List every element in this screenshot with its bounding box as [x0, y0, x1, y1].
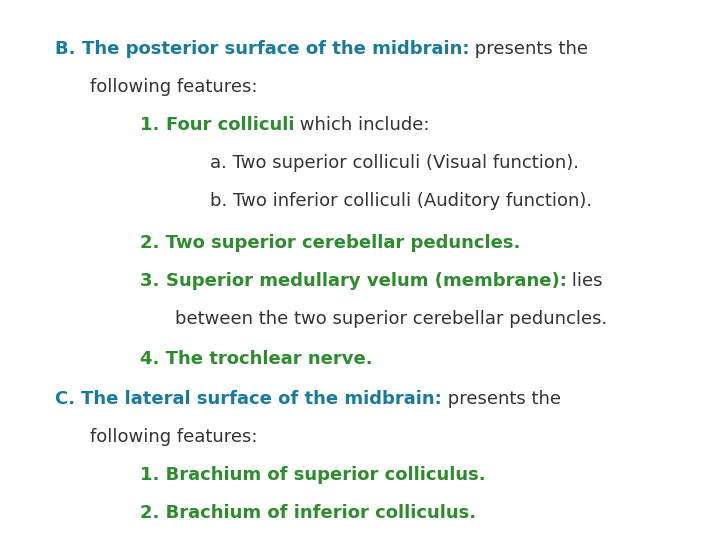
Text: C.: C. [55, 390, 81, 408]
Text: Four colliculi: Four colliculi [166, 116, 294, 134]
Text: a. Two superior colliculi (Visual function).: a. Two superior colliculi (Visual functi… [210, 154, 579, 172]
Text: 1. Brachium of superior colliculus.: 1. Brachium of superior colliculus. [140, 466, 485, 484]
Text: between the two superior cerebellar peduncles.: between the two superior cerebellar pedu… [175, 310, 607, 328]
Text: The posterior surface of the midbrain:: The posterior surface of the midbrain: [82, 40, 469, 58]
Text: presents the: presents the [442, 390, 561, 408]
Text: following features:: following features: [90, 78, 258, 96]
Text: 4. The trochlear nerve.: 4. The trochlear nerve. [140, 350, 373, 368]
Text: 2. Two superior cerebellar peduncles.: 2. Two superior cerebellar peduncles. [140, 234, 521, 252]
Text: which include:: which include: [294, 116, 430, 134]
Text: presents the: presents the [469, 40, 588, 58]
Text: The lateral surface of the midbrain:: The lateral surface of the midbrain: [81, 390, 442, 408]
Text: 1.: 1. [140, 116, 166, 134]
Text: Superior medullary velum (membrane):: Superior medullary velum (membrane): [166, 272, 567, 290]
Text: following features:: following features: [90, 428, 258, 446]
Text: b. Two inferior colliculi (Auditory function).: b. Two inferior colliculi (Auditory func… [210, 192, 592, 210]
Text: lies: lies [567, 272, 603, 290]
Text: 3.: 3. [140, 272, 166, 290]
Text: 2. Brachium of inferior colliculus.: 2. Brachium of inferior colliculus. [140, 504, 476, 522]
Text: B.: B. [55, 40, 82, 58]
